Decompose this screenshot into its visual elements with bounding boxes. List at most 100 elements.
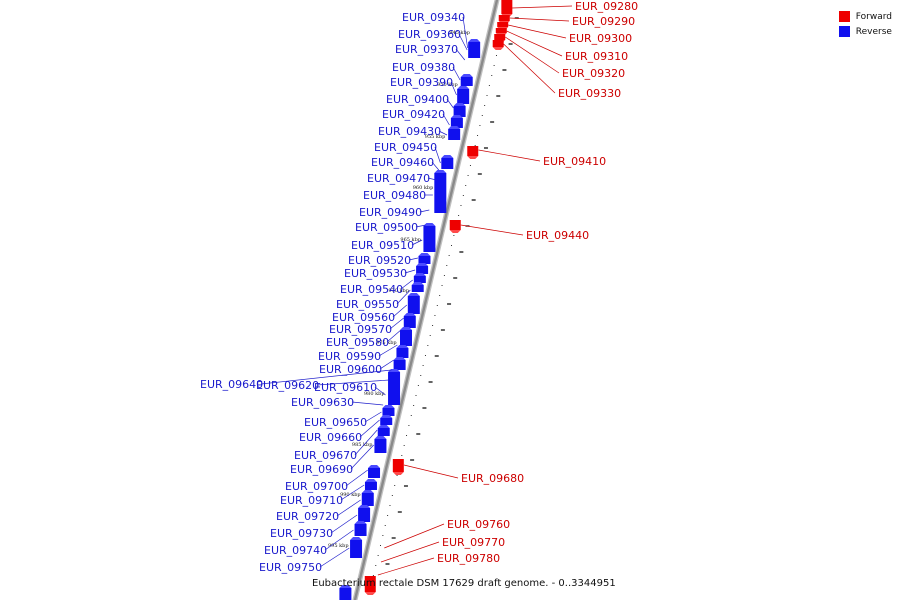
reverse-gene-label[interactable]: EUR_09570 xyxy=(329,323,392,336)
reverse-gene-block xyxy=(460,77,473,86)
reverse-gene-label[interactable]: EUR_09480 xyxy=(363,189,426,202)
scale-dot xyxy=(413,405,415,406)
reverse-gene-label[interactable]: EUR_09600 xyxy=(319,363,382,376)
scale-dot xyxy=(462,195,464,196)
forward-leader-line xyxy=(377,557,435,576)
reverse-leader-line xyxy=(345,469,368,487)
reverse-leader-line xyxy=(462,16,468,49)
reverse-gene-label[interactable]: EUR_09670 xyxy=(294,449,357,462)
reverse-gene-label[interactable]: EUR_09550 xyxy=(336,298,399,311)
reverse-gene-label[interactable]: EUR_09390 xyxy=(390,76,453,89)
forward-gene-label[interactable]: EUR_09780 xyxy=(437,552,500,565)
scale-dot xyxy=(427,345,429,346)
reverse-leader-line xyxy=(359,419,380,438)
reverse-gene-label[interactable]: EUR_09560 xyxy=(332,311,395,324)
forward-gene-block xyxy=(498,15,510,21)
reverse-gene-label[interactable]: EUR_09650 xyxy=(304,416,367,429)
reverse-gene-block xyxy=(350,540,363,558)
reverse-gene-label[interactable]: EUR_09470 xyxy=(367,172,430,185)
reverse-gene-label[interactable]: EUR_09630 xyxy=(291,396,354,409)
forward-gene-label[interactable]: EUR_09440 xyxy=(526,229,589,242)
reverse-gene-label[interactable]: EUR_09540 xyxy=(340,283,403,296)
reverse-gene-block xyxy=(441,158,454,169)
reverse-leader-line xyxy=(374,386,386,396)
reverse-gene-label[interactable]: EUR_09710 xyxy=(280,494,343,507)
reverse-gene-label[interactable]: EUR_09590 xyxy=(318,350,381,363)
forward-gene-label[interactable]: EUR_09280 xyxy=(575,0,638,13)
reverse-leader-line xyxy=(400,279,413,290)
reverse-gene-cap xyxy=(468,39,481,42)
scale-tick-label: 965 kbp xyxy=(400,237,421,243)
reverse-gene-label[interactable]: EUR_09340 xyxy=(402,11,465,24)
forward-gene-cap xyxy=(467,156,479,159)
scale-dot xyxy=(375,565,377,566)
reverse-gene-label[interactable]: EUR_09500 xyxy=(355,221,418,234)
reverse-gene-label[interactable]: EUR_09520 xyxy=(348,254,411,267)
reverse-gene-label[interactable]: EUR_09510 xyxy=(351,239,414,252)
forward-gene-label[interactable]: EUR_09320 xyxy=(562,67,625,80)
reverse-leader-line xyxy=(427,177,437,181)
reverse-gene-block xyxy=(407,296,420,314)
reverse-gene-block xyxy=(434,173,447,213)
scale-dot xyxy=(477,135,479,136)
reverse-gene-label[interactable]: EUR_09430 xyxy=(378,125,441,138)
reverse-gene-label[interactable]: EUR_09400 xyxy=(386,93,449,106)
reverse-gene-label[interactable]: EUR_09700 xyxy=(285,480,348,493)
reverse-leader-line xyxy=(450,81,457,96)
reverse-gene-block xyxy=(382,408,395,416)
reverse-gene-label[interactable]: EUR_09740 xyxy=(264,544,327,557)
legend-forward: Forward xyxy=(838,9,892,24)
forward-gene-cap xyxy=(449,230,461,233)
reverse-gene-block xyxy=(354,524,367,536)
forward-leader-line xyxy=(503,43,556,94)
reverse-leader-line xyxy=(316,379,390,386)
reverse-gene-label[interactable]: EUR_09370 xyxy=(395,43,458,56)
forward-gene-label[interactable]: EUR_09680 xyxy=(461,472,524,485)
reverse-gene-cap xyxy=(457,86,470,89)
scale-tick-label: 975 kbp xyxy=(376,340,397,346)
forward-gene-block xyxy=(501,0,513,14)
reverse-gene-label[interactable]: EUR_09360 xyxy=(398,28,461,41)
reverse-gene-label[interactable]: EUR_09420 xyxy=(382,108,445,121)
gene-blocks xyxy=(339,0,513,600)
scale-dot xyxy=(441,285,443,286)
forward-gene-label[interactable]: EUR_09760 xyxy=(447,518,510,531)
reverse-gene-label[interactable]: EUR_09690 xyxy=(290,463,353,476)
scale-dot xyxy=(469,165,471,166)
reverse-gene-cap xyxy=(393,357,406,360)
scale-dot xyxy=(479,125,481,126)
forward-gene-label[interactable]: EUR_09330 xyxy=(558,87,621,100)
reverse-gene-label[interactable]: EUR_09610 xyxy=(314,381,377,394)
reverse-gene-label[interactable]: EUR_09580 xyxy=(326,336,389,349)
reverse-gene-label[interactable]: EUR_09640 xyxy=(200,378,263,391)
reverse-gene-label[interactable]: EUR_09660 xyxy=(299,431,362,444)
reverse-gene-cap xyxy=(423,223,436,226)
forward-gene-label[interactable]: EUR_09290 xyxy=(572,15,635,28)
reverse-gene-label[interactable]: EUR_09490 xyxy=(359,206,422,219)
reverse-gene-block xyxy=(403,316,416,328)
scale-dot xyxy=(493,65,495,66)
reverse-gene-label[interactable]: EUR_09750 xyxy=(259,561,322,574)
forward-gene-label[interactable]: EUR_09310 xyxy=(565,50,628,63)
reverse-gene-label[interactable]: EUR_09450 xyxy=(374,141,437,154)
reverse-gene-cap xyxy=(413,273,426,276)
reverse-leader-line xyxy=(340,484,365,501)
reverse-gene-cap xyxy=(460,74,473,77)
reverse-gene-label[interactable]: EUR_09380 xyxy=(392,61,455,74)
reverse-leader-line xyxy=(415,224,426,228)
scale-dot xyxy=(458,215,460,216)
gene-labels: EUR_09340 EUR_09360 EUR_09370 EUR_09380 EUR_… xyxy=(200,0,638,574)
reverse-leader-line xyxy=(389,317,404,330)
legend: Forward Reverse xyxy=(838,9,892,39)
reverse-gene-cap xyxy=(407,293,420,296)
reverse-gene-label[interactable]: EUR_09460 xyxy=(371,156,434,169)
reverse-gene-label[interactable]: EUR_09730 xyxy=(270,527,333,540)
forward-gene-label[interactable]: EUR_09410 xyxy=(543,155,606,168)
reverse-gene-block xyxy=(339,588,352,600)
reverse-gene-label[interactable]: EUR_09530 xyxy=(344,267,407,280)
reverse-gene-label[interactable]: EUR_09620 xyxy=(256,379,319,392)
forward-gene-label[interactable]: EUR_09770 xyxy=(442,536,505,549)
reverse-gene-label[interactable]: EUR_09720 xyxy=(276,510,339,523)
reverse-gene-block xyxy=(399,330,412,346)
forward-gene-label[interactable]: EUR_09300 xyxy=(569,32,632,45)
